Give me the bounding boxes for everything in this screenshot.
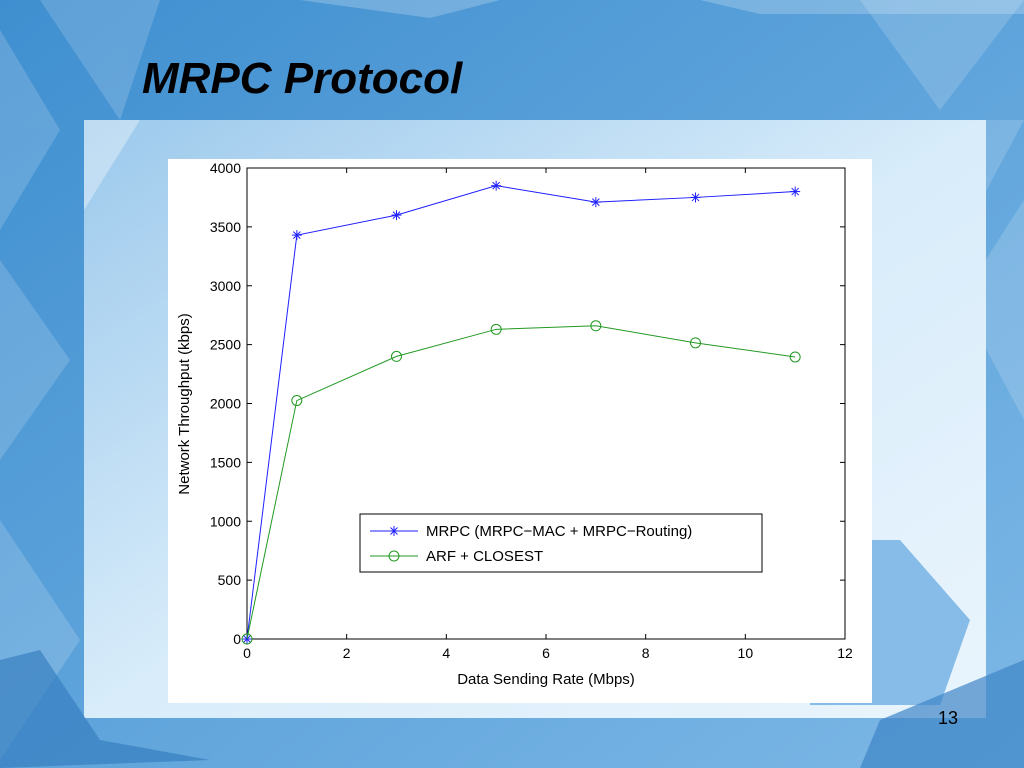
y-tick-label: 3000 bbox=[210, 278, 241, 294]
x-tick-label: 12 bbox=[837, 645, 853, 661]
data-point-1 bbox=[790, 186, 801, 197]
y-tick-label: 500 bbox=[218, 572, 242, 588]
y-tick-label: 2500 bbox=[210, 337, 241, 353]
data-point-2 bbox=[291, 395, 303, 407]
star-stroke bbox=[390, 527, 398, 535]
data-point-1 bbox=[590, 197, 601, 208]
legend-entry-label: ARF + CLOSEST bbox=[426, 548, 543, 565]
y-tick-label: 2000 bbox=[210, 396, 241, 412]
data-point-2 bbox=[391, 350, 402, 362]
x-tick-label: 4 bbox=[442, 645, 450, 661]
data-point-1 bbox=[491, 180, 502, 191]
x-axis-label: Data Sending Rate (Mbps) bbox=[457, 671, 635, 688]
y-tick-label: 3500 bbox=[210, 219, 241, 235]
y-tick-label: 4000 bbox=[210, 160, 241, 176]
y-tick-label: 1500 bbox=[210, 454, 241, 470]
chart-panel: 0 2 4 6 8 10 12 0 500 1000 1500 2000 2500 3000 3500 400… bbox=[168, 159, 872, 703]
legend-swatch-marker bbox=[388, 550, 400, 562]
data-point-1 bbox=[291, 230, 302, 241]
x-tick-label: 0 bbox=[243, 645, 251, 661]
data-point-2 bbox=[490, 323, 502, 335]
x-tick-label: 6 bbox=[542, 645, 550, 661]
star-stroke bbox=[392, 211, 401, 219]
star-stroke bbox=[791, 187, 800, 196]
x-tick-label: 8 bbox=[642, 645, 650, 661]
data-point-2 bbox=[789, 351, 801, 363]
y-axis-label: Network Throughput (kbps) bbox=[176, 313, 193, 494]
throughput-line-chart: 0 2 4 6 8 10 12 0 500 1000 1500 2000 2500 3000 3500 400… bbox=[176, 160, 853, 688]
y-tick-label: 0 bbox=[233, 631, 241, 647]
data-point-1 bbox=[391, 210, 402, 221]
y-tick-label: 1000 bbox=[210, 513, 241, 529]
star-stroke bbox=[292, 231, 301, 239]
x-tick-label: 10 bbox=[738, 645, 754, 661]
data-point-2 bbox=[690, 337, 701, 349]
data-point-2 bbox=[241, 633, 253, 645]
star-stroke bbox=[591, 198, 600, 207]
star-stroke bbox=[492, 181, 501, 190]
legend-entry-label: MRPC (MRPC−MAC + MRPC−Routing) bbox=[426, 523, 692, 540]
star-stroke bbox=[691, 193, 700, 202]
data-point-1 bbox=[690, 192, 701, 203]
slide-title: MRPC Protocol bbox=[142, 54, 463, 103]
x-tick-label: 2 bbox=[343, 645, 351, 661]
legend-swatch-marker bbox=[389, 526, 399, 536]
data-point-2 bbox=[590, 320, 602, 332]
page-number: 13 bbox=[938, 708, 959, 728]
legend-box bbox=[359, 513, 763, 573]
series-line-2 bbox=[246, 325, 796, 640]
